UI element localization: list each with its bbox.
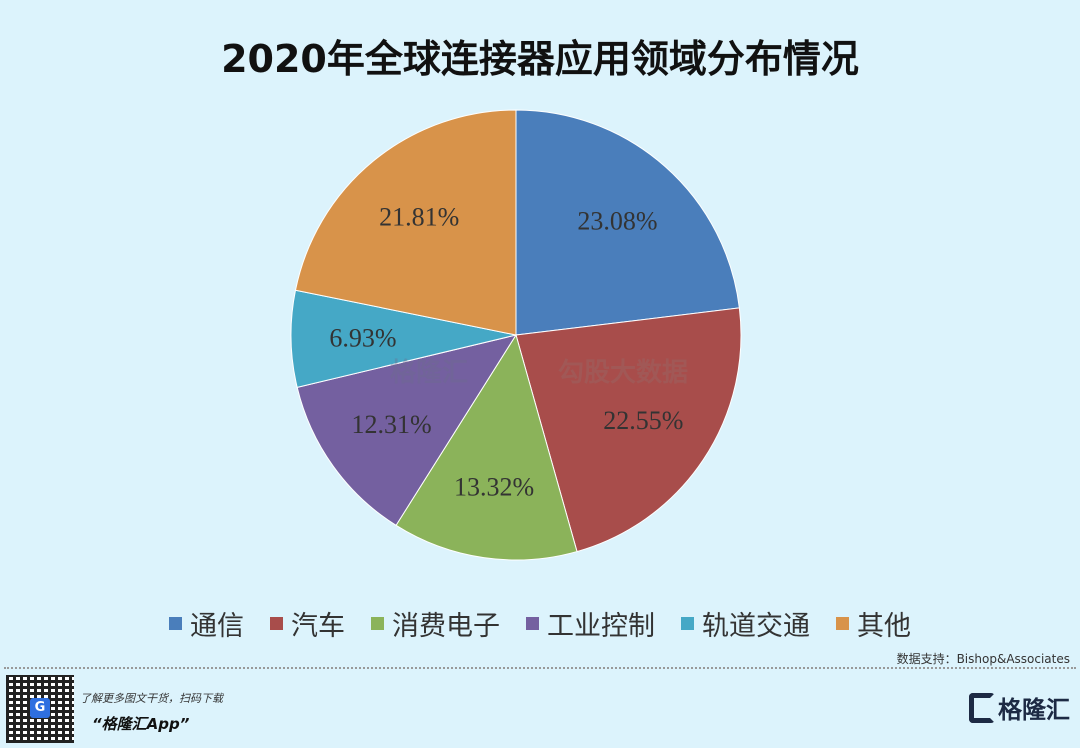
data-label: 13.32%: [454, 472, 534, 501]
source-note: 数据支持：Bishop&Associates: [896, 652, 1070, 666]
pie-slice-6: [294, 109, 517, 336]
data-label: 21.81%: [379, 203, 459, 232]
legend-swatch: [836, 617, 849, 630]
data-label: 6.93%: [329, 324, 396, 353]
watermark-left: 格隆汇: [390, 358, 469, 388]
legend-swatch: [270, 617, 283, 630]
legend-swatch: [681, 617, 694, 630]
data-label: 12.31%: [352, 410, 432, 439]
legend-item: 工业控制: [526, 604, 655, 643]
pie-slice-1: [515, 109, 740, 336]
pie-slice-3: [395, 333, 578, 561]
legend-item: 汽车: [270, 604, 345, 643]
divider: [4, 667, 1076, 669]
legend-item: 通信: [169, 604, 244, 643]
legend-label: 其他: [857, 611, 911, 642]
legend-item: 轨道交通: [681, 604, 810, 643]
watermark-right: 勾股大数据: [558, 358, 689, 388]
brand-logo: 格隆汇: [969, 690, 1070, 725]
legend-label: 消费电子: [392, 611, 500, 642]
legend-label: 通信: [190, 611, 244, 642]
legend-swatch: [371, 617, 384, 630]
brand-g-icon: [969, 692, 995, 723]
legend-label: 轨道交通: [702, 611, 810, 642]
legend: 通信 汽车 消费电子 工业控制 轨道交通 其他: [0, 604, 1080, 643]
data-label: 23.08%: [577, 206, 657, 235]
promo-text: 了解更多图文干货，扫码下载: [80, 692, 223, 705]
pie-slice-4: [296, 334, 518, 527]
data-label: 22.55%: [603, 406, 683, 435]
qr-logo-icon: G: [30, 698, 50, 718]
legend-swatch: [169, 617, 182, 630]
legend-item: 其他: [836, 604, 911, 643]
legend-label: 工业控制: [547, 611, 655, 642]
brand-name: 格隆汇: [998, 696, 1070, 724]
app-name: “格隆汇App”: [92, 715, 190, 733]
legend-label: 汽车: [291, 611, 345, 642]
chart-title: 2020年全球连接器应用领域分布情况: [221, 37, 859, 81]
legend-swatch: [526, 617, 539, 630]
pie-slice-2: [515, 307, 742, 553]
legend-item: 消费电子: [371, 604, 500, 643]
